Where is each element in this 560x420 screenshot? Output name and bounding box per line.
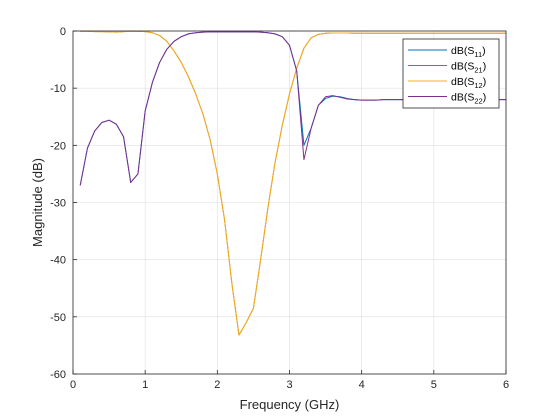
legend-label-base: dB(S	[451, 61, 474, 73]
legend-label-subscript: 12	[474, 81, 482, 90]
y-tick-label: -60	[50, 369, 66, 381]
tick-labels: 0 1 2 3 4 5 60-10-20-30-40-50-60	[50, 26, 509, 391]
legend-label-s11: dB(S11)	[451, 45, 486, 59]
series-line-s12	[80, 30, 506, 336]
y-tick-label: 0	[60, 26, 66, 38]
legend-label-close: )	[482, 45, 486, 57]
x-tick-label: 4	[359, 379, 365, 391]
x-tick-label: 2	[214, 379, 220, 391]
x-tick-label: 5	[431, 379, 437, 391]
legend-label-close: )	[483, 76, 487, 88]
legend-label-close: )	[483, 61, 487, 73]
y-tick-label: -40	[50, 255, 66, 267]
legend-label-close: )	[483, 92, 487, 104]
legend-label-subscript: 22	[474, 97, 482, 106]
y-tick-label: -50	[50, 312, 66, 324]
y-tick-label: -20	[50, 140, 66, 152]
legend-label-subscript: 11	[474, 50, 482, 59]
y-axis-label: Magnitude (dB)	[30, 158, 45, 247]
legend-items: dB(S11)dB(S21)dB(S12)dB(S22)	[408, 45, 486, 106]
y-tick-label: -30	[50, 198, 66, 210]
legend-label-base: dB(S	[451, 76, 474, 88]
x-axis-label: Frequency (GHz)	[240, 397, 340, 412]
x-tick-label: 0	[70, 379, 76, 391]
x-tick-label: 6	[503, 379, 509, 391]
legend-label-subscript: 21	[474, 66, 482, 75]
legend-label-base: dB(S	[451, 92, 474, 104]
x-tick-label: 3	[286, 379, 292, 391]
x-tick-label: 1	[142, 379, 148, 391]
y-tick-label: -10	[50, 83, 66, 95]
legend: dB(S11)dB(S21)dB(S12)dB(S22)	[402, 38, 500, 109]
legend-label-s21: dB(S21)	[451, 61, 486, 75]
legend-label-s22: dB(S22)	[451, 92, 486, 106]
legend-label-s12: dB(S12)	[451, 76, 486, 90]
axis-ticks	[72, 30, 507, 375]
legend-label-base: dB(S	[451, 45, 474, 57]
